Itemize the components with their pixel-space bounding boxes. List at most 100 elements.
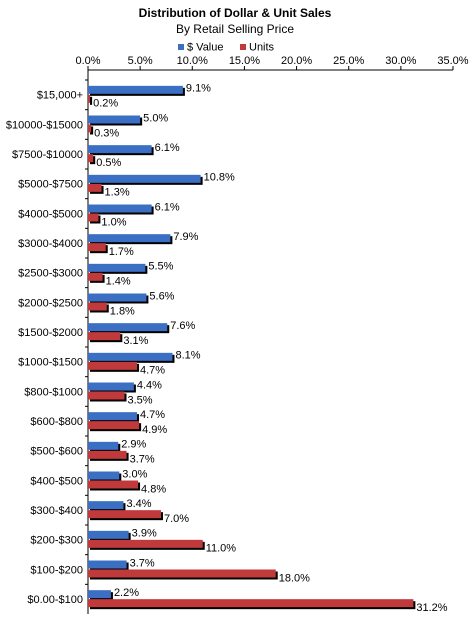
data-label: 0.2% bbox=[93, 98, 118, 110]
chart-title: Distribution of Dollar & Unit Sales bbox=[139, 6, 332, 20]
y-tick-label: $5000-$7500 bbox=[18, 179, 83, 191]
data-label: 3.1% bbox=[123, 335, 148, 347]
data-label: 1.4% bbox=[106, 276, 131, 288]
bar bbox=[88, 501, 124, 510]
y-tick-label: $800-$1000 bbox=[24, 386, 83, 398]
bar bbox=[88, 599, 414, 608]
bar bbox=[88, 234, 171, 243]
data-label: 3.0% bbox=[122, 468, 147, 480]
y-tick-label: $0.00-$100 bbox=[27, 594, 83, 606]
x-tick-label: 35.0% bbox=[437, 55, 468, 67]
bar bbox=[88, 530, 129, 539]
legend-swatch bbox=[240, 44, 246, 50]
y-tick-label: $4000-$5000 bbox=[18, 208, 83, 220]
bar bbox=[88, 382, 134, 391]
legend-label: Units bbox=[249, 41, 275, 53]
bar bbox=[88, 183, 102, 192]
bar bbox=[88, 539, 203, 548]
bar bbox=[88, 174, 201, 183]
data-label: 10.8% bbox=[204, 172, 235, 184]
data-label: 4.7% bbox=[140, 409, 165, 421]
y-tick-label: $200-$300 bbox=[30, 535, 83, 547]
x-tick-label: 5.0% bbox=[128, 55, 153, 67]
data-label: 4.9% bbox=[142, 424, 167, 436]
bar bbox=[88, 421, 140, 430]
bar bbox=[88, 332, 121, 341]
data-label: 2.9% bbox=[121, 439, 146, 451]
x-tick-label: 25.0% bbox=[333, 55, 364, 67]
data-label: 1.7% bbox=[109, 246, 134, 258]
y-tick-label: $10000-$15000 bbox=[6, 119, 83, 131]
data-label: 0.3% bbox=[94, 127, 119, 139]
bar bbox=[88, 590, 111, 599]
data-label: 5.6% bbox=[149, 290, 174, 302]
bar bbox=[88, 412, 138, 421]
data-label: 7.0% bbox=[164, 513, 189, 525]
bar bbox=[88, 272, 103, 281]
x-tick-label: 30.0% bbox=[385, 55, 416, 67]
y-tick-label: $300-$400 bbox=[30, 505, 83, 517]
legend-label: $ Value bbox=[187, 41, 224, 53]
data-label: 6.1% bbox=[155, 201, 180, 213]
bar bbox=[88, 560, 127, 569]
bar bbox=[88, 361, 138, 370]
y-tick-label: $7500-$10000 bbox=[12, 149, 83, 161]
chart-subtitle: By Retail Selling Price bbox=[176, 22, 294, 36]
bar bbox=[88, 510, 161, 519]
data-label: 3.7% bbox=[130, 557, 155, 569]
bar bbox=[88, 391, 125, 400]
bar bbox=[88, 124, 92, 133]
x-tick-label: 10.0% bbox=[177, 55, 208, 67]
bar bbox=[88, 115, 141, 124]
bar bbox=[88, 145, 152, 154]
data-label: 3.4% bbox=[126, 498, 151, 510]
data-label: 2.2% bbox=[114, 587, 139, 599]
y-tick-label: $500-$600 bbox=[30, 446, 83, 458]
data-label: 9.1% bbox=[186, 83, 211, 95]
y-tick-label: $1500-$2000 bbox=[18, 327, 83, 339]
data-label: 0.5% bbox=[96, 157, 121, 169]
data-label: 4.8% bbox=[141, 483, 166, 495]
bar bbox=[88, 352, 173, 361]
y-tick-label: $100-$200 bbox=[30, 564, 83, 576]
legend-swatch bbox=[178, 44, 184, 50]
y-tick-label: $400-$500 bbox=[30, 475, 83, 487]
y-tick-label: $1000-$1500 bbox=[18, 357, 83, 369]
bar bbox=[88, 450, 127, 459]
x-tick-label: 15.0% bbox=[229, 55, 260, 67]
y-tick-label: $2500-$3000 bbox=[18, 268, 83, 280]
y-tick-label: $600-$800 bbox=[30, 416, 83, 428]
data-label: 4.4% bbox=[137, 379, 162, 391]
data-label: 3.5% bbox=[128, 394, 153, 406]
bar bbox=[88, 213, 99, 222]
data-label: 4.7% bbox=[140, 365, 165, 377]
bar bbox=[88, 204, 152, 213]
data-label: 31.2% bbox=[416, 602, 447, 614]
data-label: 3.9% bbox=[132, 528, 157, 540]
x-tick-label: 20.0% bbox=[281, 55, 312, 67]
bar bbox=[88, 85, 183, 94]
data-label: 7.6% bbox=[170, 320, 195, 332]
bar bbox=[88, 323, 168, 332]
bar bbox=[88, 302, 107, 311]
data-label: 5.0% bbox=[143, 112, 168, 124]
data-label: 7.9% bbox=[173, 231, 198, 243]
data-label: 1.3% bbox=[105, 187, 130, 199]
bar bbox=[88, 263, 146, 272]
data-label: 1.8% bbox=[110, 305, 135, 317]
data-label: 1.0% bbox=[101, 216, 126, 228]
data-label: 8.1% bbox=[175, 350, 200, 362]
y-tick-label: $2000-$2500 bbox=[18, 297, 83, 309]
bar bbox=[88, 480, 139, 489]
bar bbox=[88, 441, 119, 450]
data-label: 5.5% bbox=[148, 261, 173, 273]
bar bbox=[88, 243, 106, 252]
data-label: 11.0% bbox=[206, 543, 237, 555]
y-tick-label: $3000-$4000 bbox=[18, 238, 83, 250]
bar bbox=[88, 154, 94, 163]
bar bbox=[88, 569, 276, 578]
x-tick-label: 0.0% bbox=[75, 55, 100, 67]
bar bbox=[88, 471, 120, 480]
bar bbox=[88, 94, 91, 103]
